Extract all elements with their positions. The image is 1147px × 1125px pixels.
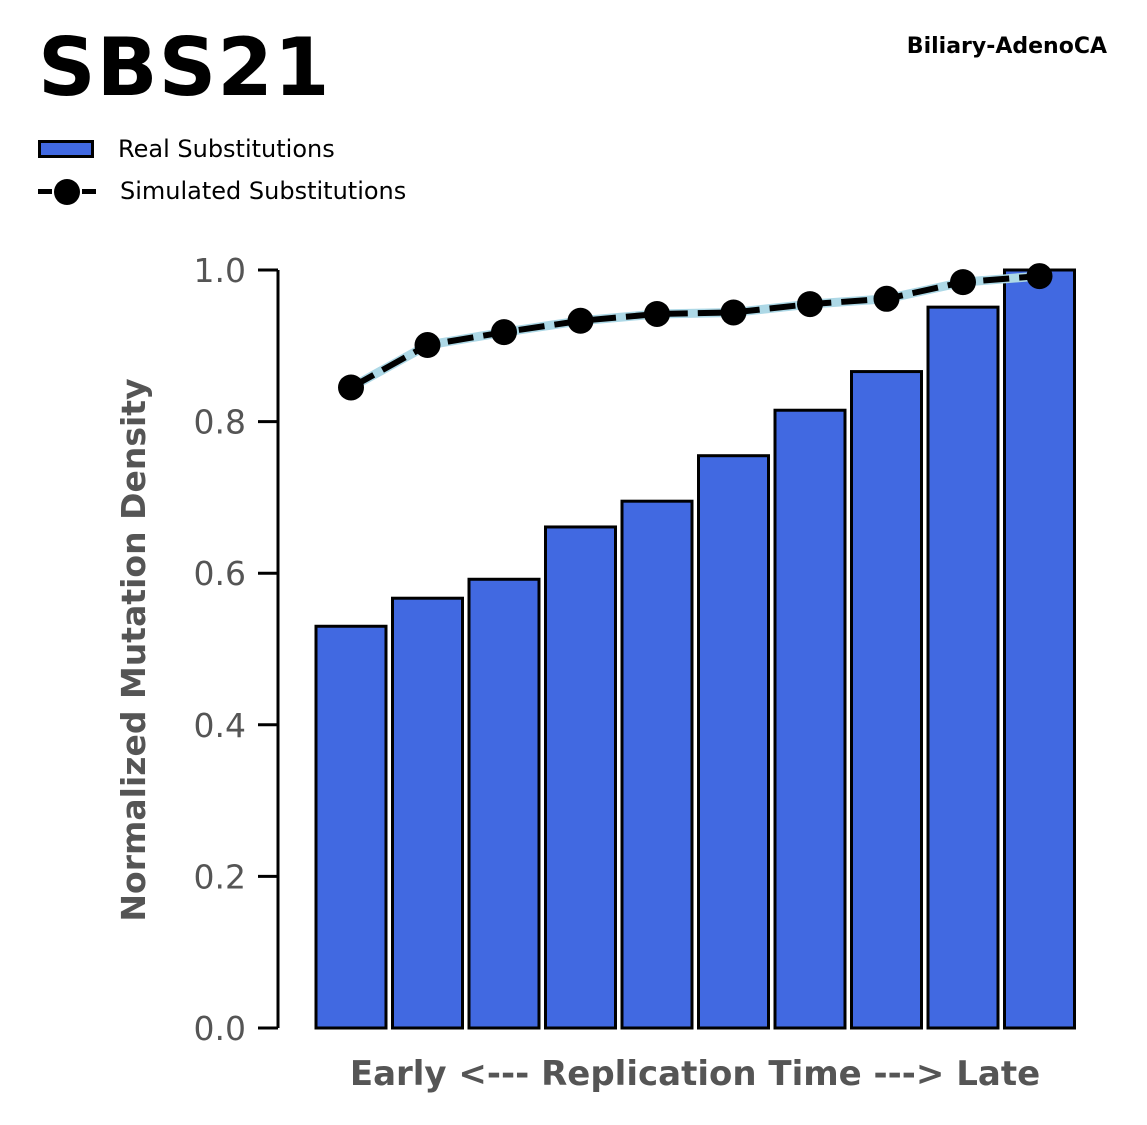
bar-real-3 [467, 577, 541, 1030]
bar-real-5 [620, 499, 694, 1030]
legend-label-real: Real Substitutions [118, 135, 335, 163]
legend-label-simulated: Simulated Substitutions [120, 177, 407, 205]
legend-marker-simulated [38, 179, 96, 205]
legend: Real Substitutions Simulated Substitutio… [38, 128, 406, 212]
simulated-point-1 [338, 374, 364, 401]
simulated-point-6 [720, 299, 747, 326]
simulated-point-3 [491, 319, 517, 346]
simulated-line [349, 273, 1040, 391]
y-tick-label: 0.8 [194, 403, 246, 442]
bar-real-8 [850, 370, 923, 1030]
bar-real-1 [314, 624, 388, 1030]
bar-real-4 [544, 525, 617, 1030]
bar-real-10 [1003, 268, 1076, 1030]
bar-real-9 [926, 305, 1000, 1030]
bar-real-7 [773, 408, 847, 1030]
y-tick-label: 0.6 [194, 554, 246, 593]
simulated-point-5 [644, 300, 670, 327]
simulated-point-9 [950, 269, 976, 296]
chart-title: SBS21 [38, 21, 331, 114]
simulated-point-4 [567, 307, 594, 334]
y-tick-label: 0.4 [194, 706, 246, 745]
legend-swatch-real [38, 140, 94, 158]
y-tick-label: 0.2 [194, 857, 246, 896]
chart-subtitle: Biliary-AdenoCA [906, 34, 1107, 59]
x-axis-label: Early <--- Replication Time ---> Late [350, 1054, 1040, 1094]
legend-item-simulated: Simulated Substitutions [38, 170, 406, 212]
simulated-point-7 [797, 291, 823, 318]
simulated-point-8 [873, 285, 900, 312]
y-tick-label: 0.0 [194, 1009, 246, 1048]
simulated-point-10 [1026, 263, 1053, 290]
bar-real-6 [697, 454, 770, 1030]
simulated-point-2 [414, 332, 441, 359]
legend-item-real: Real Substitutions [38, 128, 406, 170]
y-tick-label: 1.0 [194, 251, 246, 290]
bar-real-2 [391, 596, 464, 1030]
y-axis-label: Normalized Mutation Density [114, 378, 153, 921]
